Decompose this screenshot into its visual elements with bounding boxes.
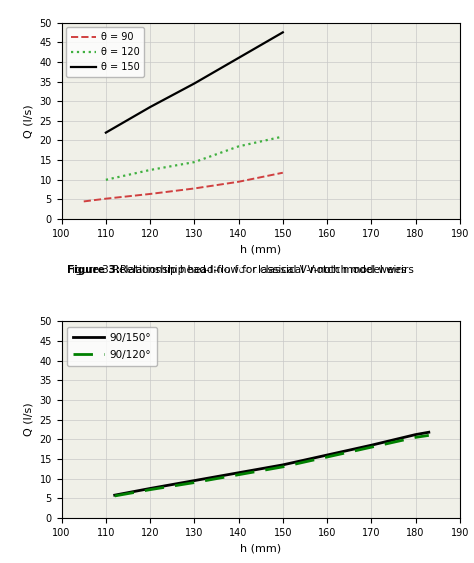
θ = 90 — [81, 198, 87, 205]
θ = 120 — [236, 143, 241, 150]
θ = 90 — [236, 178, 241, 185]
θ = 120 — [103, 176, 109, 183]
Text: Figure 3:: Figure 3: — [67, 265, 120, 275]
90/150° — [368, 442, 374, 449]
90/150° — [324, 452, 330, 458]
Text: Figure 3:Relationship head-flow for classical V-notch model weirs: Figure 3:Relationship head-flow for clas… — [67, 265, 407, 275]
Line: 90/120°: 90/120° — [115, 435, 429, 496]
Y-axis label: Q (l/s): Q (l/s) — [24, 104, 34, 137]
θ = 150 — [103, 129, 109, 136]
Line: θ = 150: θ = 150 — [106, 32, 283, 133]
Line: θ = 90: θ = 90 — [84, 173, 283, 202]
Text: Figure 3:: Figure 3: — [210, 265, 264, 275]
90/150° — [236, 470, 241, 476]
90/120° — [280, 463, 286, 470]
90/120° — [368, 444, 374, 450]
90/150° — [191, 477, 197, 484]
θ = 150 — [236, 55, 241, 61]
90/120° — [413, 434, 419, 441]
X-axis label: h (mm): h (mm) — [240, 244, 281, 254]
θ = 120 — [280, 133, 286, 140]
θ = 90 — [103, 195, 109, 202]
90/150° — [426, 429, 432, 436]
θ = 120 — [147, 167, 153, 173]
θ = 150 — [191, 80, 197, 87]
90/120° — [147, 486, 153, 493]
Legend: 90/150°, 90/120°: 90/150°, 90/120° — [67, 327, 157, 367]
Line: θ = 120: θ = 120 — [106, 137, 283, 180]
90/120° — [236, 471, 241, 478]
90/150° — [112, 491, 118, 498]
X-axis label: h (mm): h (mm) — [240, 543, 281, 553]
Text: Relationship head-flow for classical V-notch model weirs: Relationship head-flow for classical V-n… — [120, 265, 414, 275]
θ = 90 — [280, 169, 286, 176]
90/150° — [280, 462, 286, 468]
θ = 150 — [280, 29, 286, 35]
θ = 150 — [147, 104, 153, 110]
θ = 120 — [191, 159, 197, 166]
90/120° — [324, 454, 330, 461]
Y-axis label: Q (l/s): Q (l/s) — [24, 403, 34, 436]
Legend: θ = 90, θ = 120, θ = 150: θ = 90, θ = 120, θ = 150 — [66, 28, 144, 77]
90/150° — [413, 431, 419, 438]
θ = 90 — [191, 185, 197, 192]
90/120° — [191, 479, 197, 486]
Line: 90/150°: 90/150° — [115, 432, 429, 495]
90/120° — [112, 493, 118, 499]
90/150° — [147, 485, 153, 492]
θ = 90 — [147, 191, 153, 198]
90/120° — [426, 432, 432, 439]
